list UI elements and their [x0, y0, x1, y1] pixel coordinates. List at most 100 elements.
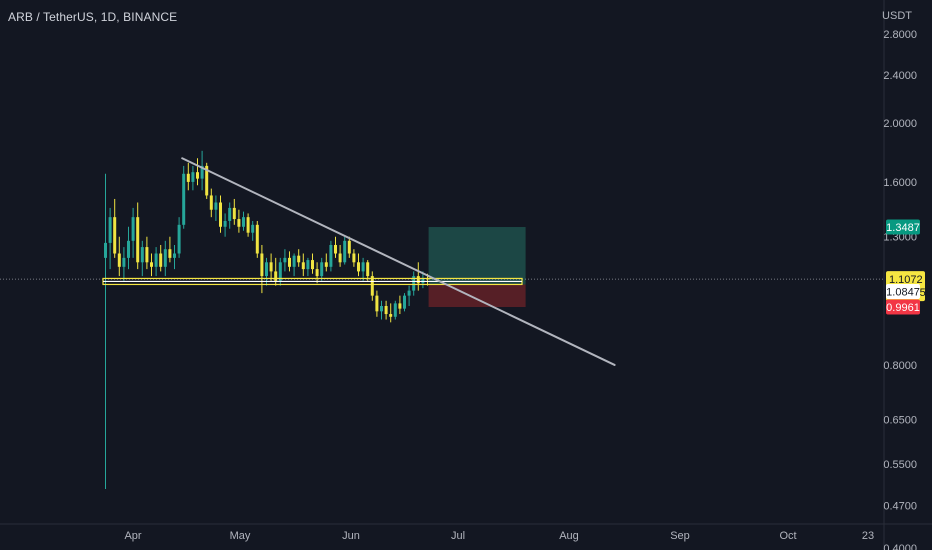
trendline[interactable] [181, 157, 616, 366]
candle [343, 236, 347, 265]
y-tick-label: 2.8000 [883, 29, 917, 41]
candle-body [265, 262, 268, 277]
candle-body [416, 276, 420, 284]
target-price-tag-text: 1.3487 [886, 222, 920, 234]
candle [370, 271, 374, 301]
candle [232, 198, 236, 225]
candle-body [122, 257, 126, 267]
x-tick-label: Aug [559, 530, 579, 542]
candle-body [200, 165, 204, 179]
candle [127, 226, 130, 270]
candle-body [347, 240, 351, 254]
y-tick-label: 0.8000 [883, 360, 917, 372]
candle [320, 257, 324, 281]
candle-body [398, 303, 402, 309]
x-tick-label: Jun [342, 530, 360, 542]
y-tick-label: 0.4000 [883, 543, 917, 550]
current-price-text: 1.1072 [889, 274, 923, 286]
candle-body [205, 165, 209, 196]
candle-body [127, 240, 130, 258]
candle-body [242, 217, 245, 227]
candle [352, 249, 356, 267]
candle-body [357, 262, 360, 272]
x-tick-label: Oct [779, 530, 796, 542]
candle-body [108, 217, 112, 243]
candle-body [283, 257, 287, 263]
candle [136, 202, 140, 270]
candle-body [131, 217, 135, 241]
candle-body [196, 172, 199, 179]
candle [223, 213, 227, 237]
candle [283, 249, 287, 272]
candle-body [117, 253, 121, 267]
candle [200, 150, 204, 191]
candle [334, 236, 337, 258]
candle [145, 236, 149, 270]
candle [168, 236, 172, 263]
candle-body [324, 262, 328, 267]
candle-body [223, 220, 227, 227]
candle-body [297, 255, 301, 263]
candle-body [274, 271, 278, 281]
candle [246, 213, 250, 237]
y-tick-label: 1.3000 [883, 232, 917, 244]
candle-body [246, 217, 250, 233]
candle [393, 300, 397, 320]
y-tick-label: 2.4000 [883, 70, 917, 82]
y-tick-label: 2.0000 [883, 118, 917, 130]
candle [260, 244, 264, 294]
y-tick-label: 0.4700 [883, 500, 917, 512]
candle-body [255, 224, 259, 254]
candle-body [232, 207, 236, 220]
candle [131, 207, 135, 258]
candle-body [370, 276, 374, 296]
candle-body [334, 244, 337, 254]
candle [173, 244, 176, 270]
candle [117, 236, 121, 277]
candle [398, 295, 402, 315]
stop-price-tag-text: 0.9961 [886, 302, 920, 314]
candle [205, 162, 209, 199]
candle [366, 260, 370, 281]
candle [255, 220, 259, 258]
candle-body [421, 278, 425, 284]
candle [384, 300, 388, 320]
candle [288, 251, 291, 272]
currency-label: USDT [882, 10, 912, 22]
candle [269, 253, 273, 281]
candle [159, 244, 163, 272]
stop-price-tag-bg [886, 299, 920, 315]
target-zone[interactable] [428, 227, 526, 285]
candle [311, 253, 314, 274]
candle [196, 158, 199, 186]
candle-body [292, 255, 296, 267]
candle [214, 195, 218, 221]
candle-body [343, 240, 347, 263]
candle-body [288, 257, 291, 267]
x-tick-label: Jul [451, 530, 465, 542]
candle-body [191, 172, 195, 182]
entry-price-tag-bg [886, 284, 920, 300]
candle-body [384, 306, 388, 315]
stop-zone[interactable] [428, 284, 526, 308]
candle [163, 240, 167, 277]
candle-body [228, 207, 232, 221]
candle [301, 253, 305, 277]
candle [380, 300, 383, 320]
candle [292, 253, 296, 277]
stop-price-tag: 0.9961 [886, 299, 920, 315]
candle-body [278, 262, 282, 281]
candle [412, 271, 416, 296]
candle-body [329, 244, 333, 267]
candle [416, 262, 420, 291]
y-tick-label: 0.5500 [883, 459, 917, 471]
candle [242, 211, 245, 231]
candle-body [269, 262, 273, 272]
entry-price-tag: 1.0847 [886, 284, 920, 300]
candle-body [214, 202, 218, 210]
candle [357, 253, 360, 277]
candle [108, 207, 112, 270]
candle [375, 290, 379, 317]
